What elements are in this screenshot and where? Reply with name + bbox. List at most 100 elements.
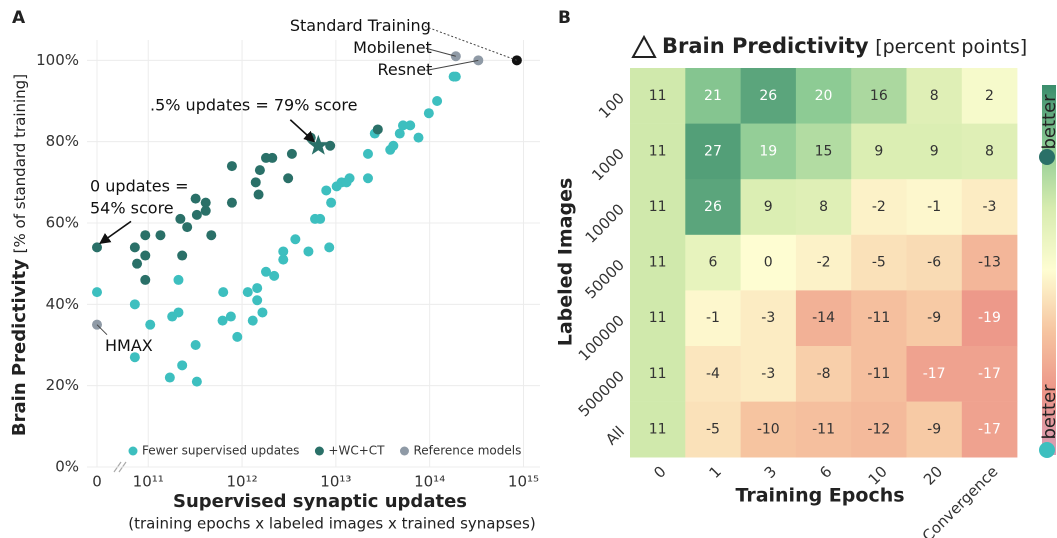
data-point (269, 270, 280, 281)
cell-value: -5 (872, 255, 886, 271)
heatmap-cell (906, 68, 963, 124)
star-point (307, 134, 329, 155)
y-axis-label: Brain Predictivity [% of standard traini… (9, 74, 30, 436)
heatmap-cell (685, 234, 741, 291)
x-axis-note: (training epochs x labeled images x trai… (128, 515, 535, 533)
x-axis-label: Supervised synaptic updates (173, 491, 467, 512)
data-point (92, 242, 102, 253)
data-point (315, 213, 326, 224)
x-tick-label: 0 (92, 473, 102, 491)
row-label: All (602, 423, 628, 449)
heatmap-cell (630, 234, 686, 291)
heatmap-cell (795, 346, 852, 402)
y-tick-label: 80% (46, 132, 79, 150)
heatmap-cell (906, 179, 963, 236)
cell-value: 26 (759, 88, 777, 104)
annotation: 0 updates = (90, 177, 188, 196)
cell-value: -4 (706, 366, 720, 382)
data-point (344, 173, 355, 184)
heatmap-cell (906, 346, 963, 402)
cell-value: -2 (872, 199, 886, 215)
data-point (132, 258, 143, 269)
data-point (283, 173, 294, 184)
data-point (372, 124, 383, 135)
label-leader (424, 25, 518, 61)
legend-marker (399, 446, 409, 456)
row-label: 100000 (575, 311, 628, 364)
heatmap-cell (740, 290, 797, 347)
heatmap-cell (630, 290, 686, 347)
data-point (129, 242, 140, 253)
x-tick-label: 10¹² (226, 473, 257, 491)
data-point (388, 140, 399, 151)
cell-value: -3 (761, 366, 775, 382)
y-axis-label-note: [% of standard training] (11, 74, 29, 253)
heatmap-cell (630, 346, 686, 402)
y-tick-label: 40% (46, 295, 79, 313)
heatmap-cell (906, 290, 963, 347)
cell-value: 11 (649, 143, 667, 159)
x-tick-label: 10¹⁴ (414, 473, 445, 491)
heatmap-title-note: [percent points] (875, 36, 1027, 58)
cell-value: 21 (704, 88, 722, 104)
annotation: 54% score (90, 199, 174, 218)
y-tick-label: 20% (46, 376, 79, 394)
data-point (200, 205, 211, 216)
cell-value: 8 (819, 199, 828, 215)
data-point (286, 148, 297, 159)
cell-value: 9 (874, 143, 883, 159)
heatmap-y-label: Labeled Images (555, 178, 577, 347)
data-point (290, 234, 301, 245)
data-point (278, 246, 289, 257)
cell-value: -11 (867, 366, 890, 382)
heatmap-cell (851, 179, 907, 236)
y-tick-label: 60% (46, 214, 79, 232)
cell-value: 16 (870, 88, 888, 104)
data-point (473, 55, 484, 66)
heatmap-cell (795, 290, 852, 347)
data-point (362, 148, 373, 159)
data-point (173, 307, 184, 318)
cell-value: -3 (982, 199, 996, 215)
heatmap-cell (740, 401, 797, 458)
heatmap-cell (961, 401, 1018, 458)
heatmap-cell (630, 401, 686, 458)
cell-value: -19 (978, 310, 1001, 326)
heatmap-cell (685, 346, 741, 402)
column-label: 3 (761, 462, 780, 481)
data-point (129, 352, 140, 363)
heatmap-title-main: Brain Predictivity (662, 34, 869, 58)
data-point (129, 299, 140, 310)
y-tick-label: 0% (55, 458, 79, 476)
label-leader (96, 324, 108, 336)
data-point (145, 319, 156, 330)
heatmap-cell (740, 234, 797, 291)
heatmap-cell (906, 234, 963, 291)
cell-value: -17 (923, 366, 946, 382)
cell-value: -1 (706, 310, 720, 326)
data-point (405, 120, 416, 131)
data-point (321, 185, 332, 196)
data-point (423, 108, 434, 119)
data-point (155, 230, 166, 241)
data-point (247, 315, 258, 326)
cell-value: 11 (649, 310, 667, 326)
delta-icon (631, 34, 657, 58)
heatmap-cell (851, 401, 907, 458)
cell-value: 15 (815, 143, 833, 159)
cell-value: -8 (817, 366, 831, 382)
heatmap-cell (685, 179, 741, 236)
row-label: 10000 (582, 200, 628, 246)
heatmap-cell (740, 346, 797, 402)
cell-value: -11 (867, 310, 890, 326)
x-tick-label: 10¹⁵ (508, 473, 539, 491)
cell-value: 2 (985, 88, 994, 104)
data-point (303, 246, 314, 257)
row-label: 50000 (582, 256, 628, 302)
legend-label: Reference models (413, 444, 521, 458)
heatmap-title: Brain Predictivity [percent points] (662, 34, 1027, 58)
heatmap-cell (961, 68, 1018, 124)
data-point (250, 177, 261, 188)
